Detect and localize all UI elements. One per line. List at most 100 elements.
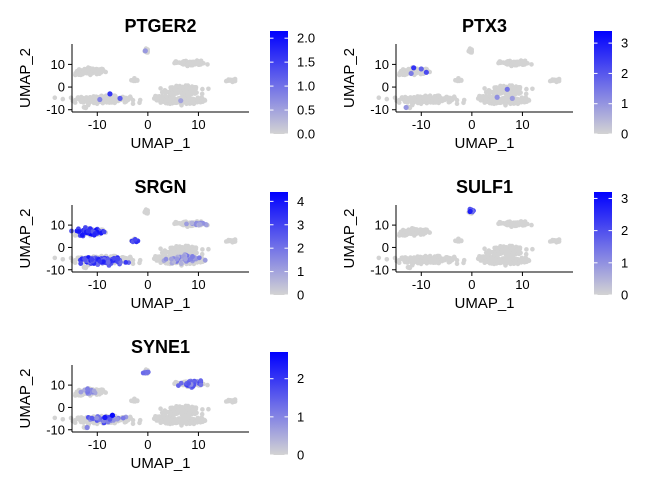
cell-point bbox=[505, 96, 511, 101]
cell-point bbox=[448, 257, 454, 262]
cell-point bbox=[96, 68, 101, 74]
cell-point bbox=[181, 416, 187, 422]
background-points bbox=[52, 367, 238, 431]
cell-point bbox=[191, 87, 197, 93]
cell-point bbox=[132, 396, 137, 402]
cell-point bbox=[194, 90, 199, 95]
colorbar-tick-label: 4 bbox=[297, 194, 304, 209]
cell-point bbox=[132, 76, 137, 81]
cell-point bbox=[456, 236, 461, 242]
cell-point bbox=[522, 222, 528, 228]
cell-point bbox=[173, 219, 178, 225]
cell-point bbox=[481, 94, 487, 100]
expressing-cell bbox=[411, 65, 417, 71]
plot-title: SRGN bbox=[134, 177, 186, 197]
x-tick-label: 10 bbox=[515, 277, 529, 292]
cell-point bbox=[89, 66, 94, 72]
y-tick-label: -10 bbox=[370, 262, 389, 277]
cell-point bbox=[199, 251, 205, 257]
expressing-cell bbox=[189, 220, 195, 226]
cell-point bbox=[440, 97, 446, 102]
cell-point bbox=[82, 105, 87, 110]
cell-point bbox=[411, 231, 416, 236]
cell-point bbox=[52, 95, 58, 100]
cell-point bbox=[179, 91, 184, 97]
cell-point bbox=[199, 417, 205, 423]
cell-point bbox=[60, 257, 66, 262]
background-points bbox=[52, 46, 238, 111]
y-tick-label: 10 bbox=[375, 57, 389, 72]
y-axis-label: UMAP_2 bbox=[17, 208, 34, 268]
cell-point bbox=[396, 260, 402, 266]
cell-point bbox=[519, 95, 525, 100]
cell-point bbox=[524, 86, 529, 92]
colorbar-tick-label: 1.0 bbox=[297, 79, 315, 94]
cell-point bbox=[198, 62, 204, 67]
cell-point bbox=[106, 97, 111, 102]
x-tick-label: -10 bbox=[412, 277, 431, 292]
cell-point bbox=[509, 246, 515, 252]
cell-point bbox=[510, 254, 516, 260]
colorbar-gradient bbox=[594, 192, 612, 295]
expressing-cell bbox=[101, 229, 107, 235]
cell-point bbox=[99, 67, 105, 73]
cell-point bbox=[158, 406, 163, 412]
expressing-cell bbox=[169, 256, 174, 262]
y-tick-label: -10 bbox=[46, 102, 65, 117]
cell-point bbox=[206, 246, 211, 252]
cell-point bbox=[194, 250, 199, 256]
legend-colorbar: 0.00.51.01.52.0 bbox=[270, 31, 315, 142]
cell-point bbox=[461, 97, 467, 103]
cell-point bbox=[72, 260, 78, 266]
expressing-cell bbox=[197, 222, 203, 227]
cell-point bbox=[80, 416, 86, 421]
cell-point bbox=[384, 257, 390, 262]
cell-point bbox=[404, 256, 410, 261]
cell-point bbox=[384, 96, 390, 102]
colorbar-tick-label: 0 bbox=[297, 288, 304, 303]
cell-point bbox=[423, 228, 429, 233]
cell-point bbox=[461, 257, 467, 263]
cell-point bbox=[524, 247, 529, 252]
cell-point bbox=[82, 265, 87, 270]
cell-point bbox=[153, 255, 158, 261]
x-axis-label: UMAP_1 bbox=[130, 295, 190, 312]
expressing-cell bbox=[97, 258, 103, 264]
expressing-cell bbox=[85, 228, 91, 234]
expressing-cell bbox=[494, 94, 500, 100]
cell-point bbox=[519, 255, 525, 261]
cell-point bbox=[529, 222, 534, 228]
x-tick-label: -10 bbox=[88, 117, 107, 132]
cell-point bbox=[137, 417, 143, 423]
cell-point bbox=[173, 59, 178, 64]
cell-point bbox=[448, 96, 454, 102]
cell-point bbox=[167, 417, 172, 423]
y-tick-label: -10 bbox=[46, 262, 65, 277]
cell-point bbox=[523, 257, 529, 263]
cell-point bbox=[454, 101, 460, 106]
cell-point bbox=[503, 245, 509, 250]
cell-point bbox=[130, 421, 136, 427]
x-tick-label: -10 bbox=[412, 117, 431, 132]
y-tick-label: -10 bbox=[370, 102, 389, 117]
cell-point bbox=[440, 257, 446, 262]
cell-point bbox=[206, 406, 211, 412]
cell-point bbox=[505, 256, 511, 262]
expressing-cell bbox=[467, 208, 473, 214]
cell-point bbox=[162, 408, 168, 413]
cell-point bbox=[186, 414, 192, 420]
y-tick-label: 0 bbox=[382, 80, 389, 95]
cell-point bbox=[162, 88, 168, 93]
cell-point bbox=[200, 407, 205, 412]
cell-point bbox=[492, 245, 497, 251]
expressing-cell bbox=[76, 229, 81, 234]
cell-point bbox=[167, 97, 172, 102]
colorbar-tick-label: 1 bbox=[621, 96, 628, 111]
cell-point bbox=[426, 255, 431, 261]
expressing-cell bbox=[115, 256, 121, 262]
cell-point bbox=[454, 261, 460, 267]
